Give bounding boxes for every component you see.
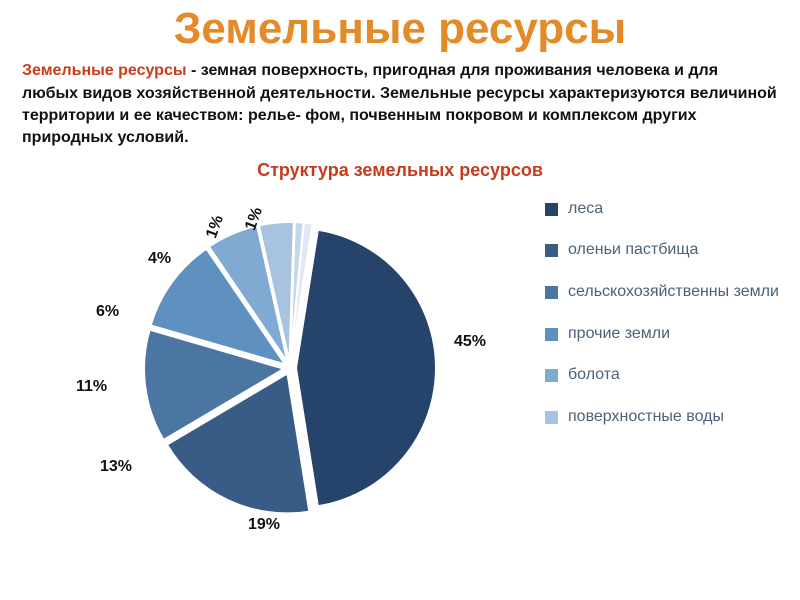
slice-label: 6% (96, 303, 119, 321)
legend-label: поверхностные воды (568, 408, 724, 426)
pie-svg (140, 218, 440, 518)
legend-swatch (545, 203, 558, 216)
legend-label: болота (568, 366, 620, 384)
chart-title: Структура земельных ресурсов (0, 160, 800, 181)
pie-chart (140, 218, 440, 518)
pie-slice (296, 229, 436, 506)
slice-label: 45% (454, 333, 486, 351)
legend-item: прочие земли (545, 325, 800, 343)
definition-term: Земельные ресурсы (22, 62, 187, 79)
legend-swatch (545, 411, 558, 424)
legend-item: леса (545, 200, 800, 218)
slice-label: 11% (76, 378, 107, 396)
legend-label: сельскохозяйственны земли (568, 283, 779, 301)
legend-item: оленьи пастбища (545, 241, 800, 259)
definition-block: Земельные ресурсы - земная поверхность, … (0, 52, 800, 154)
slice-label: 19% (248, 516, 280, 534)
chart-area: Структура земельных ресурсов леса оленьи … (0, 158, 800, 578)
slice-label: 13% (100, 458, 132, 476)
legend-item: поверхностные воды (545, 408, 800, 426)
legend: леса оленьи пастбища сельскохозяйственны з… (545, 200, 800, 450)
legend-item: болота (545, 366, 800, 384)
legend-item: сельскохозяйственны земли (545, 283, 800, 301)
legend-swatch (545, 286, 558, 299)
legend-swatch (545, 328, 558, 341)
legend-swatch (545, 369, 558, 382)
page-title: Земельные ресурсы (0, 0, 800, 52)
legend-swatch (545, 244, 558, 257)
legend-label: леса (568, 200, 603, 218)
legend-label: оленьи пастбища (568, 241, 698, 259)
slice-label: 4% (148, 250, 171, 268)
legend-label: прочие земли (568, 325, 670, 343)
